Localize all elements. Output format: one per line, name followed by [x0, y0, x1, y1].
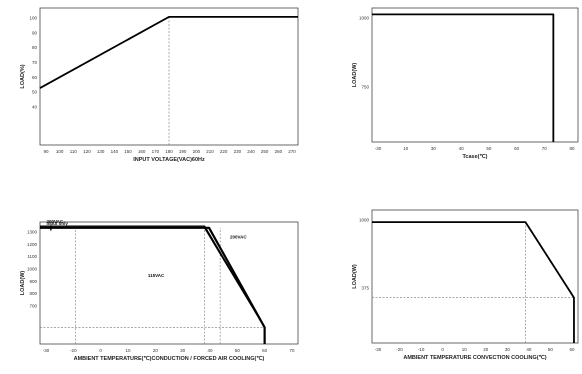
- x-tick-label: 130: [97, 149, 105, 154]
- x-tick-label: 20: [153, 348, 159, 353]
- x-tick-label: 30: [180, 348, 186, 353]
- series-line-1: [372, 13, 555, 142]
- y-tick-label: 100: [29, 16, 37, 21]
- x-tick-label: 230: [234, 149, 242, 154]
- x-tick-label: 30: [431, 146, 437, 151]
- chart-load-vs-tcase: -30 10 30 40 50 60 70 80 1000 750 Tcase(℃) LOAD(W): [352, 7, 579, 160]
- x-tick-label: 180: [165, 149, 173, 154]
- y-tick-label: 60: [32, 75, 38, 80]
- y-tick-label: 1100: [27, 254, 37, 259]
- y-axis-title: LOAD(W): [352, 63, 358, 88]
- x-tick-label: 220: [220, 149, 228, 154]
- series-line-1: [39, 15, 298, 89]
- x-tick-label: 140: [111, 149, 119, 154]
- x-tick-label: 60: [514, 146, 520, 151]
- x-tick-label: 260: [275, 149, 283, 154]
- x-tick-label: 50: [548, 347, 554, 352]
- x-tick-label: 50: [235, 348, 241, 353]
- x-tick-label: 40: [207, 348, 213, 353]
- y-tick-label: 375: [361, 286, 369, 291]
- y-tick-label: 1000: [359, 218, 370, 223]
- x-tick-label: 250: [261, 149, 269, 154]
- x-tick-label: 110: [70, 149, 78, 154]
- y-tick-label: 1300: [27, 230, 38, 235]
- x-tick-label: 70: [289, 348, 295, 353]
- x-tick-label: 50: [486, 146, 492, 151]
- x-axis-title: Tcase(℃): [462, 153, 487, 160]
- x-axis-title: AMBIENT TEMPERATURE(℃)CONDUCTION / FORCE…: [74, 355, 265, 362]
- x-tick-label: -20: [70, 348, 77, 353]
- x-tick-label: 150: [124, 149, 132, 154]
- chart-load-vs-ambient-conduction: -30 -20 0 10 20 30 40 50 60 70 1300 1200 1100 1000 900…: [20, 219, 299, 362]
- x-tick-label: -30: [375, 347, 382, 352]
- x-tick-label: -30: [375, 146, 382, 151]
- y-tick-label: 90: [32, 30, 38, 35]
- y-axis-title: LOAD(%): [20, 64, 26, 88]
- x-axis-title: INPUT VOLTAGE(VAC)60Hz: [133, 157, 205, 163]
- x-tick-label: -20: [396, 347, 403, 352]
- x-tick-label: 10: [125, 348, 131, 353]
- x-tick-label: 70: [542, 146, 548, 151]
- y-tick-label: 1000: [359, 16, 370, 21]
- y-tick-label: 50: [32, 90, 38, 95]
- y-tick-label: 40: [32, 105, 38, 110]
- chart-load-vs-ambient-convection: -30 -20 -10 0 10 20 30 40 50 60 1000 375 AMBIENT TEM…: [352, 209, 579, 361]
- x-tick-label: 90: [43, 149, 49, 154]
- x-tick-label: 0: [441, 347, 444, 352]
- x-tick-label: 80: [569, 146, 575, 151]
- x-tick-label: 190: [179, 149, 187, 154]
- chart-load-vs-input-voltage: 90 100 110 120 130 140 150 160 170 180 190 200 210 22…: [20, 7, 299, 163]
- y-tick-label: 70: [32, 60, 38, 65]
- curve-annotation: Input only: [46, 221, 68, 226]
- annotation-arrow: [48, 225, 53, 232]
- x-tick-label: 10: [403, 146, 409, 151]
- series-line-1: [372, 221, 575, 343]
- x-tick-label: 40: [459, 146, 465, 151]
- x-tick-label: 200: [193, 149, 201, 154]
- series-line-3: [40, 225, 266, 328]
- x-tick-label: -10: [418, 347, 425, 352]
- y-tick-label: 1000: [27, 267, 38, 272]
- y-tick-label: 750: [361, 85, 369, 90]
- y-tick-label: 800: [29, 291, 37, 296]
- y-axis-title: LOAD(W): [20, 271, 26, 296]
- x-tick-label: 120: [83, 149, 91, 154]
- x-tick-label: 270: [288, 149, 296, 154]
- x-tick-label: 10: [462, 347, 468, 352]
- x-tick-label: 0: [99, 348, 102, 353]
- y-tick-label: 80: [32, 45, 38, 50]
- x-tick-label: -30: [43, 348, 50, 353]
- curve-annotation: 200VAC: [46, 219, 63, 224]
- series-line-1: [40, 226, 266, 344]
- x-tick-label: 20: [483, 347, 489, 352]
- plot-frame: [371, 209, 579, 344]
- curve-annotation: 115VAC: [148, 273, 165, 278]
- x-tick-label: 160: [138, 149, 146, 154]
- plot-frame: [371, 7, 579, 143]
- x-tick-label: 240: [247, 149, 255, 154]
- x-axis-title: AMBIENT TEMPERATURE CONVECTION COOLING(℃…: [403, 354, 546, 361]
- plot-frame: [39, 221, 299, 345]
- y-tick-label: 1200: [27, 242, 38, 247]
- x-tick-label: 60: [569, 347, 575, 352]
- x-tick-label: 100: [56, 149, 64, 154]
- y-tick-label: 700: [29, 304, 37, 309]
- x-tick-label: 170: [152, 149, 160, 154]
- y-tick-label: 900: [29, 279, 37, 284]
- curve-annotation: 200VAC: [230, 235, 247, 240]
- x-tick-label: 60: [262, 348, 268, 353]
- y-axis-title: LOAD(W): [352, 264, 358, 289]
- x-tick-label: 30: [505, 347, 511, 352]
- x-tick-label: 210: [206, 149, 214, 154]
- x-tick-label: 40: [526, 347, 532, 352]
